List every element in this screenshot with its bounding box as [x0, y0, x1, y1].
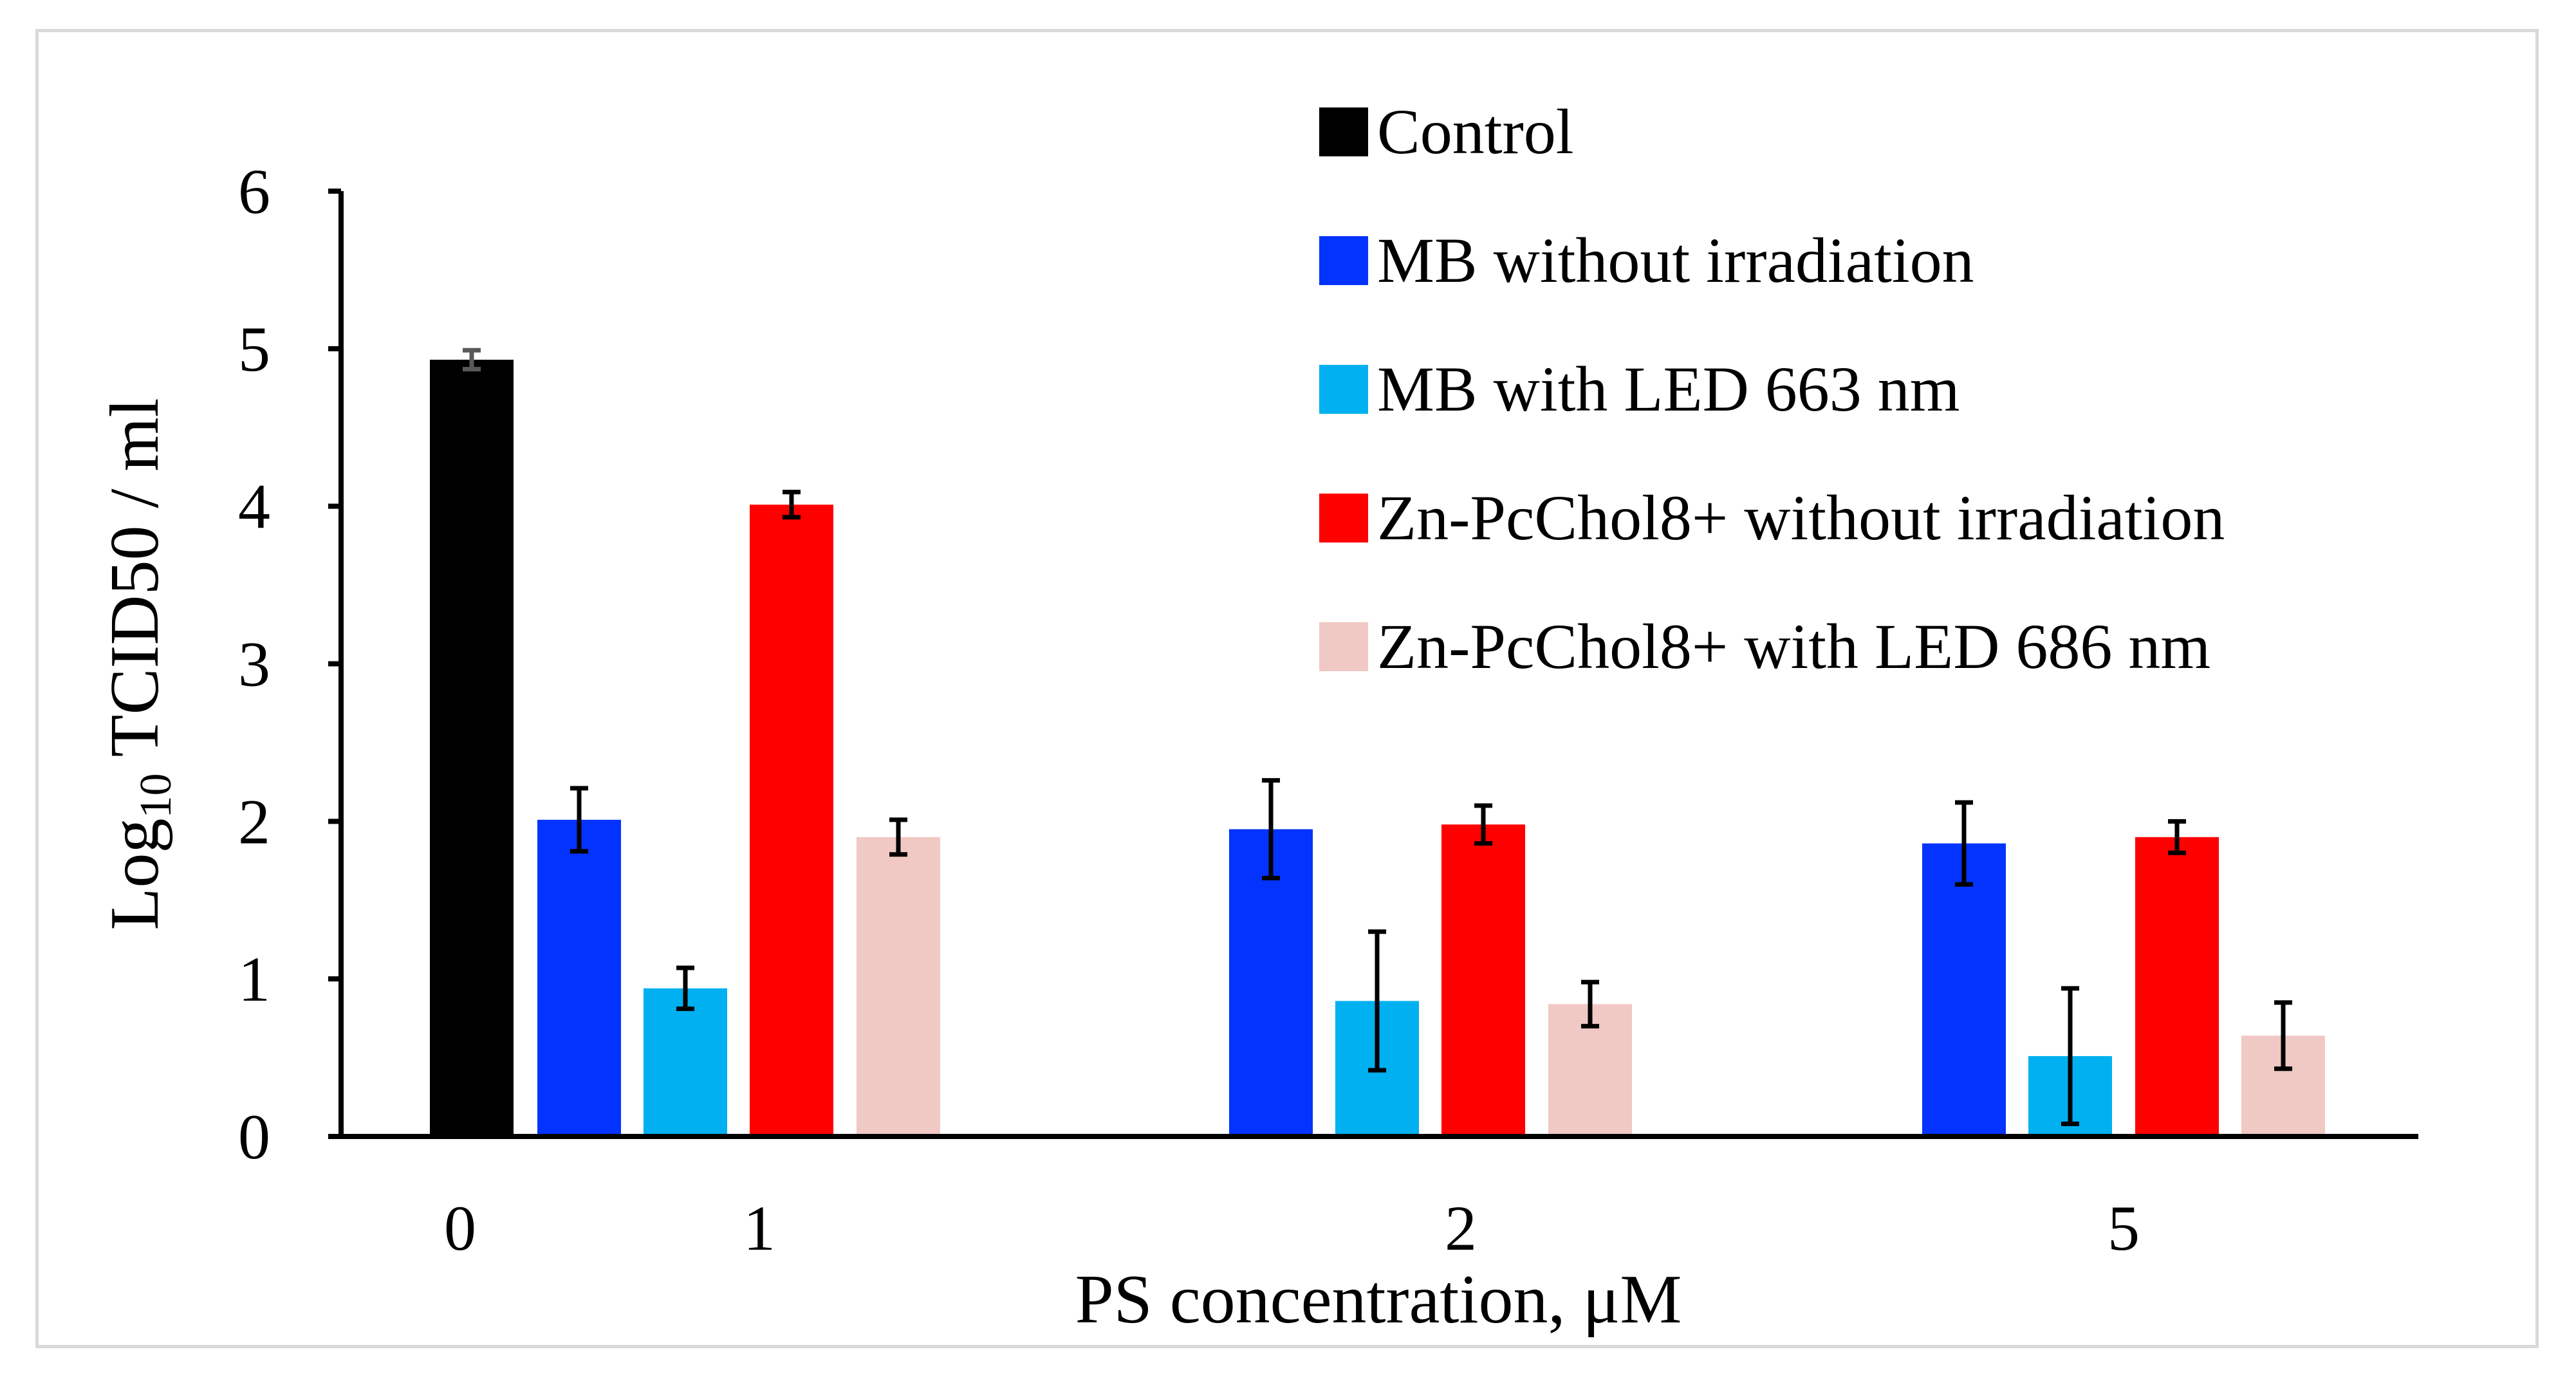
x-axis-title: PS concentration, μM [1075, 1261, 1682, 1338]
bar-5-zn-pcchol8-without-irradiation [2135, 837, 2219, 1136]
x-tick-label-5: 5 [2108, 1192, 2140, 1264]
y-tick-label: 4 [238, 471, 270, 542]
error-bar [889, 817, 907, 857]
error-bar [676, 965, 694, 1012]
legend-swatch-1 [1319, 236, 1368, 285]
x-tick-label-1: 1 [743, 1192, 775, 1264]
error-bar [463, 348, 481, 372]
legend-swatch-2 [1319, 365, 1368, 414]
error-bar [1368, 929, 1386, 1073]
legend-swatch-0 [1319, 107, 1368, 156]
y-tick-label: 2 [238, 786, 270, 857]
y-tick-label: 0 [238, 1101, 270, 1172]
x-tick-labels: 0 1 2 5 [444, 1192, 2140, 1264]
legend-swatch-4 [1319, 622, 1368, 671]
bar-1-mb-without-irradiation [537, 819, 621, 1136]
error-bar [1474, 803, 1492, 846]
y-axis-title-rest: TCID50 / ml [97, 398, 173, 773]
legend-label-2: MB with LED 663 nm [1377, 353, 1960, 425]
error-bar [1581, 979, 1599, 1029]
y-tick-label: 3 [238, 629, 270, 700]
bar-1-zn-pcchol8-with-led-686-nm [857, 837, 940, 1136]
bar-1-mb-with-led-663-nm [644, 988, 727, 1136]
error-bar [2168, 819, 2186, 855]
bar-5-mb-without-irradiation [1922, 843, 2006, 1136]
error-bar [570, 786, 588, 854]
y-tick-label: 5 [238, 313, 270, 385]
y-tick-label: 1 [238, 943, 270, 1015]
error-bar [1262, 778, 1280, 880]
legend: Control MB without irradiation MB with LED… [1319, 96, 2225, 682]
y-axis-title: Log10 TCID50 / ml [97, 398, 181, 930]
error-bar [2061, 986, 2079, 1126]
error-bar [1955, 800, 1973, 887]
bar-0-control [430, 359, 514, 1136]
legend-label-4: Zn-PcChol8+ with LED 686 nm [1377, 611, 2210, 682]
bars-layer [430, 348, 2325, 1136]
y-tick-label: 6 [238, 156, 270, 227]
y-axis-title-base: Log [97, 819, 173, 931]
legend-label-1: MB without irradiation [1377, 225, 1974, 296]
legend-label-3: Zn-PcChol8+ without irradiation [1377, 482, 2225, 553]
y-ticks: 0 1 2 3 4 5 6 [238, 156, 341, 1172]
bar-2-zn-pcchol8-without-irradiation [1441, 824, 1525, 1136]
error-bar [2274, 1000, 2292, 1071]
y-axis-title-subscript: 10 [131, 774, 181, 819]
bar-1-zn-pcchol8-without-irradiation [750, 505, 833, 1136]
bar-2-mb-without-irradiation [1229, 829, 1313, 1136]
x-tick-label-0: 0 [444, 1192, 476, 1264]
chart-frame [35, 29, 2539, 1348]
legend-label-0: Control [1377, 96, 1574, 167]
error-bar [783, 490, 801, 520]
legend-swatch-3 [1319, 494, 1368, 542]
x-tick-label-2: 2 [1445, 1192, 1477, 1264]
